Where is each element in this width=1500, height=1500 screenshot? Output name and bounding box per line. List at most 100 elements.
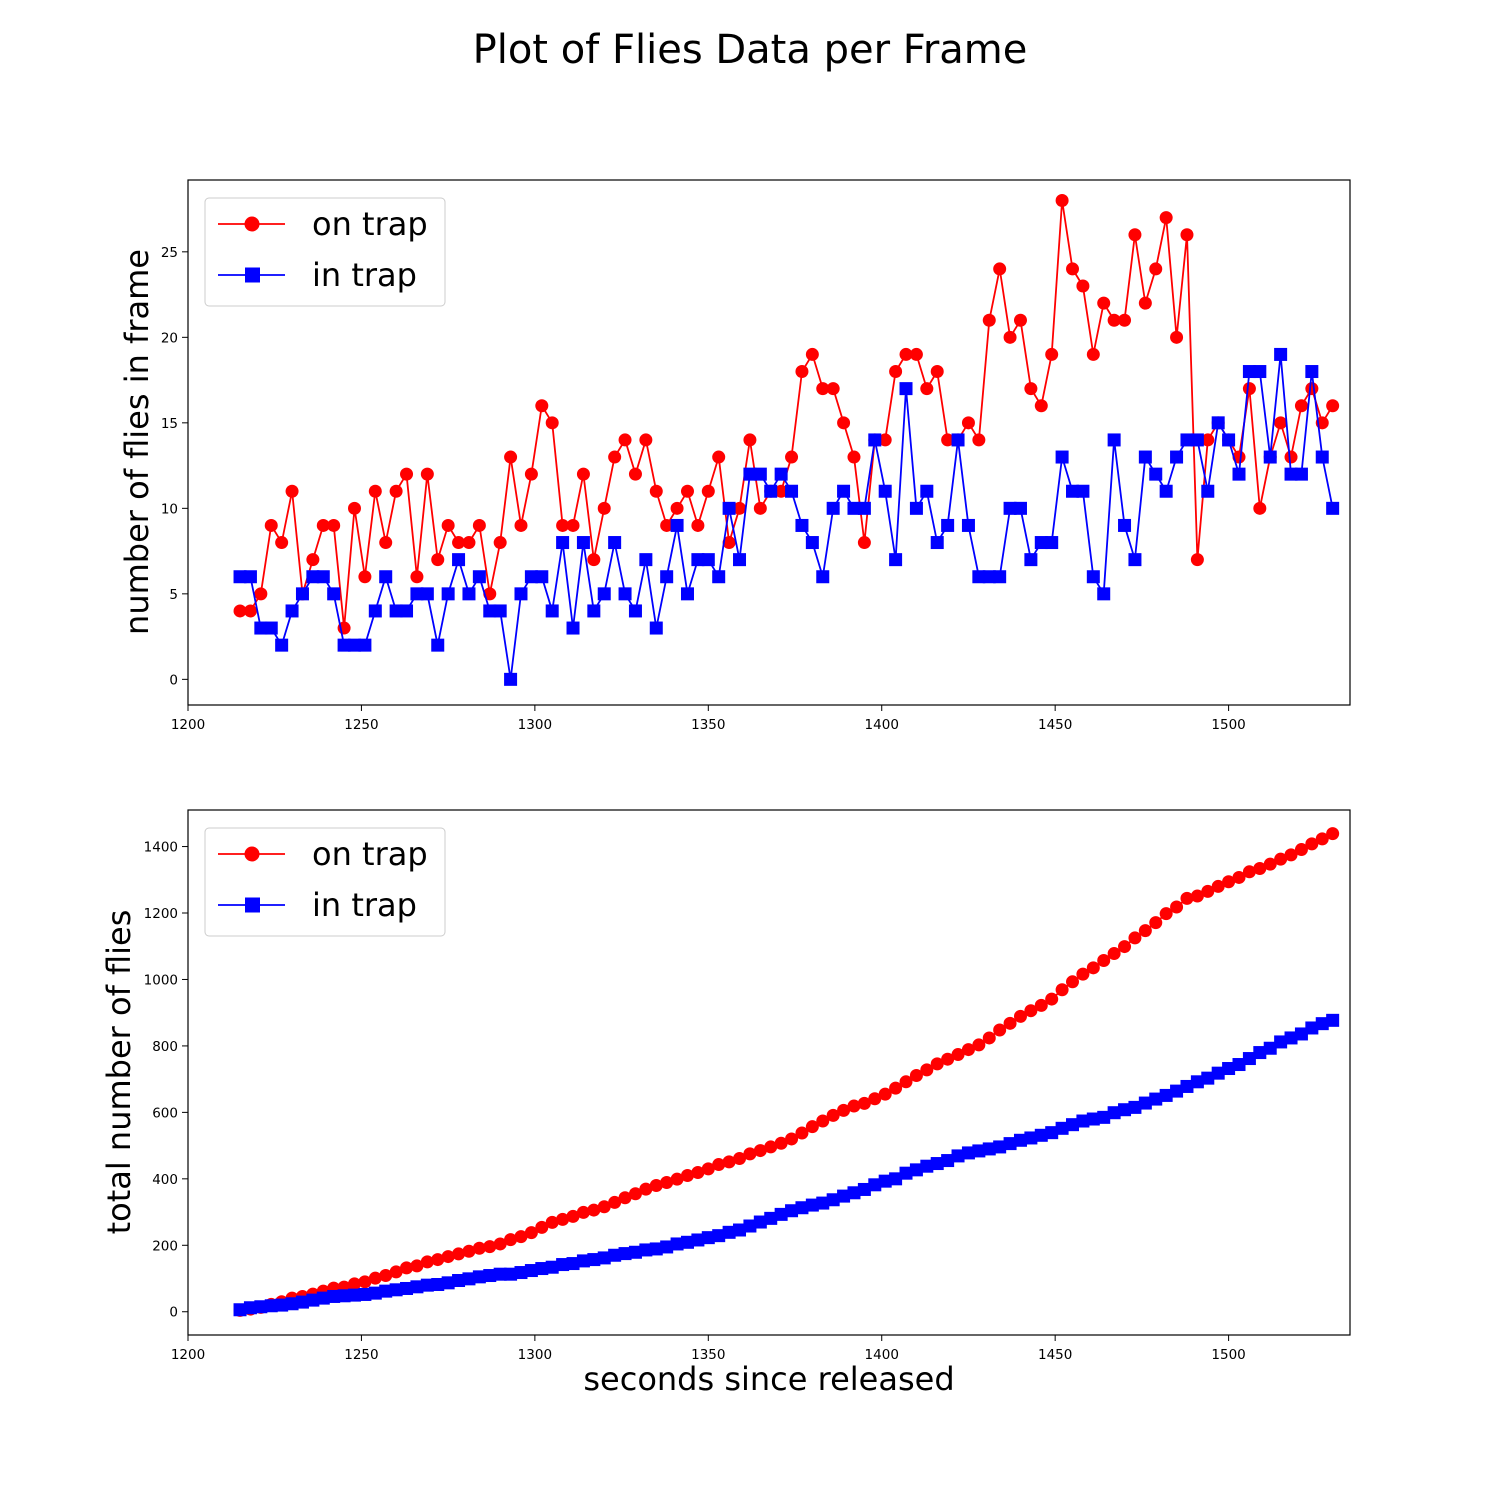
data-point: [472, 518, 486, 532]
data-point: [1201, 433, 1215, 447]
data-point: [660, 1175, 674, 1189]
data-point: [524, 1226, 538, 1240]
data-point: [524, 570, 538, 584]
data-point: [1222, 433, 1236, 447]
data-point: [389, 604, 403, 618]
data-point: [379, 1284, 393, 1298]
data-point: [712, 1158, 726, 1172]
data-point: [1284, 1031, 1298, 1045]
data-point: [535, 399, 549, 413]
data-point: [306, 1293, 320, 1307]
data-point: [1232, 467, 1246, 481]
data-point: [837, 1103, 851, 1117]
data-point: [1180, 1079, 1194, 1093]
data-point: [701, 1162, 715, 1176]
data-point: [1305, 837, 1319, 851]
legend: on trap in trap: [204, 197, 446, 307]
data-point: [556, 536, 570, 550]
data-point: [566, 518, 580, 532]
data-point: [868, 433, 882, 447]
data-point: [639, 433, 653, 447]
data-point: [1242, 865, 1256, 879]
y-tick-label: 25: [161, 245, 178, 261]
data-point: [1253, 365, 1267, 379]
data-point: [1305, 1021, 1319, 1035]
legend-label: in trap: [312, 886, 417, 924]
x-axis: 1200 1250 1300 1350 1400 1450 1500: [171, 705, 1246, 733]
cumulative-chart: 1200 1250 1300 1350 1400 1450 1500 0 200 400 600 80…: [100, 809, 1351, 1398]
plot-frame: [187, 809, 1351, 1336]
data-point: [941, 1052, 955, 1066]
data-point: [1024, 382, 1038, 396]
data-point: [358, 1287, 372, 1301]
data-point: [837, 416, 851, 430]
data-point: [972, 433, 986, 447]
data-point: [556, 1212, 570, 1226]
data-point: [347, 638, 361, 652]
data-point: [1024, 1004, 1038, 1018]
x-tick-label: 1450: [1038, 717, 1072, 733]
data-point: [1128, 553, 1142, 567]
x-tick-label: 1300: [518, 717, 552, 733]
data-point: [1076, 484, 1090, 498]
data-point: [285, 604, 299, 618]
legend-marker: [244, 216, 260, 232]
y-tick-label: 1400: [144, 840, 178, 856]
data-point: [306, 570, 320, 584]
data-point: [909, 1068, 923, 1082]
data-point: [722, 536, 736, 550]
data-point: [410, 1259, 424, 1273]
data-point: [462, 587, 476, 601]
data-point: [1097, 296, 1111, 310]
data-point: [1274, 347, 1288, 361]
data-point: [1066, 262, 1080, 276]
data-point: [1326, 501, 1340, 515]
data-point: [1305, 382, 1319, 396]
x-tick-label: 1250: [344, 717, 378, 733]
data-point: [316, 1291, 330, 1305]
data-point: [316, 570, 330, 584]
data-point: [587, 1253, 601, 1267]
x-tick-label: 1200: [171, 1347, 205, 1363]
data-point: [857, 1182, 871, 1196]
data-point: [1045, 992, 1059, 1006]
data-point: [358, 638, 372, 652]
data-point: [993, 570, 1007, 584]
data-point: [1013, 1133, 1027, 1147]
x-tick-label: 1350: [691, 1347, 725, 1363]
data-point: [930, 365, 944, 379]
data-point: [379, 1269, 393, 1283]
data-point: [545, 1260, 559, 1274]
data-point: [1128, 931, 1142, 945]
data-point: [618, 433, 632, 447]
data-point: [701, 484, 715, 498]
data-point: [462, 536, 476, 550]
data-point: [1045, 1126, 1059, 1140]
data-point: [722, 1155, 736, 1169]
data-point: [462, 1272, 476, 1286]
data-point: [420, 467, 434, 481]
x-tick-label: 1250: [344, 1347, 378, 1363]
y-tick-label: 200: [152, 1238, 178, 1254]
x-tick-label: 1500: [1211, 717, 1245, 733]
data-point: [264, 621, 278, 635]
y-tick-label: 1000: [144, 972, 178, 988]
x-tick-label: 1200: [171, 717, 205, 733]
data-point: [764, 1140, 778, 1154]
y-tick-label: 1200: [144, 906, 178, 922]
data-point: [1128, 1100, 1142, 1114]
data-point: [441, 518, 455, 532]
data-point: [1003, 330, 1017, 344]
data-point: [1170, 900, 1184, 914]
data-point: [347, 1277, 361, 1291]
figure-title: Plot of Flies Data per Frame: [473, 27, 1028, 73]
data-point: [1242, 382, 1256, 396]
data-point: [1294, 843, 1308, 857]
data-point: [680, 587, 694, 601]
data-point: [618, 1191, 632, 1205]
data-point: [1180, 228, 1194, 242]
data-point: [722, 1225, 736, 1239]
data-point: [368, 484, 382, 498]
data-point: [1107, 1106, 1121, 1120]
data-point: [597, 587, 611, 601]
